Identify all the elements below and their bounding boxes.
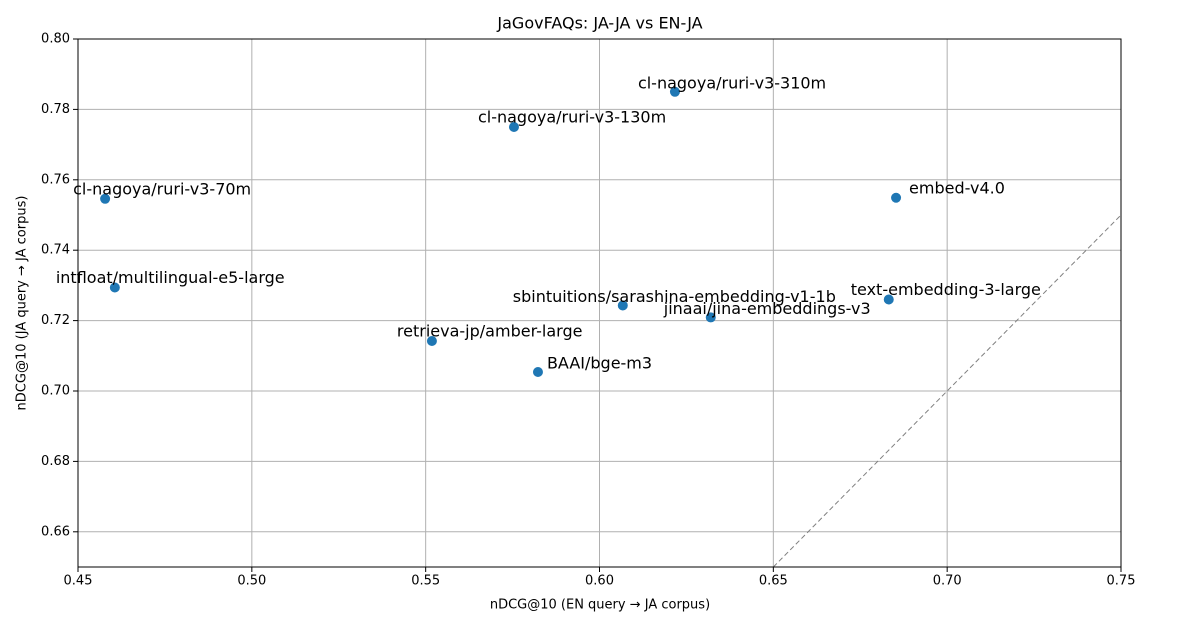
point-label: BAAI/bge-m3 <box>547 353 652 372</box>
point <box>426 336 437 347</box>
point-label: cl-nagoya/ruri-v3-70m <box>73 179 251 198</box>
x-tick-label: 0.70 <box>933 574 962 589</box>
y-tick-label: 0.72 <box>41 313 70 328</box>
x-tick-label: 0.75 <box>1107 574 1136 589</box>
x-tick-label: 0.50 <box>237 574 266 589</box>
y-tick-label: 0.80 <box>41 32 70 47</box>
x-tick-label: 0.60 <box>585 574 614 589</box>
x-axis-label: nDCG@10 (EN query → JA corpus) <box>490 598 710 613</box>
point-label: retrieva-jp/amber-large <box>397 322 583 341</box>
reference-line <box>772 214 1122 568</box>
x-tick-label: 0.55 <box>411 574 440 589</box>
y-tick-label: 0.78 <box>41 102 70 117</box>
point <box>891 192 902 203</box>
x-tick-label: 0.65 <box>759 574 788 589</box>
point-label: sbintuitions/sarashina-embedding-v1-1b <box>513 287 836 306</box>
point <box>705 312 716 323</box>
y-tick-label: 0.70 <box>41 384 70 399</box>
plot-frame <box>77 38 1122 568</box>
point-label: cl-nagoya/ruri-v3-310m <box>638 73 826 92</box>
point <box>532 366 543 377</box>
y-tick-label: 0.74 <box>41 243 70 258</box>
y-axis-label: nDCG@10 (JA query → JA corpus) <box>15 196 30 411</box>
y-tick-label: 0.68 <box>41 454 70 469</box>
x-tick-label: 0.45 <box>64 574 93 589</box>
point <box>109 282 120 293</box>
point <box>508 122 519 132</box>
point-label: embed-v4.0 <box>909 178 1005 197</box>
point-label: cl-nagoya/ruri-v3-130m <box>478 108 666 127</box>
chart-title: JaGovFAQs: JA-JA vs EN-JA <box>496 14 702 33</box>
point <box>883 294 894 305</box>
y-tick-label: 0.76 <box>41 172 70 187</box>
point <box>617 300 628 311</box>
point <box>669 86 680 97</box>
point-label: jinaai/jina-embeddings-v3 <box>663 299 871 318</box>
y-tick-label: 0.66 <box>41 524 70 539</box>
point <box>100 193 111 204</box>
point-label: text-embedding-3-large <box>851 280 1041 299</box>
point-label: intfloat/multilingual-e5-large <box>56 268 285 287</box>
